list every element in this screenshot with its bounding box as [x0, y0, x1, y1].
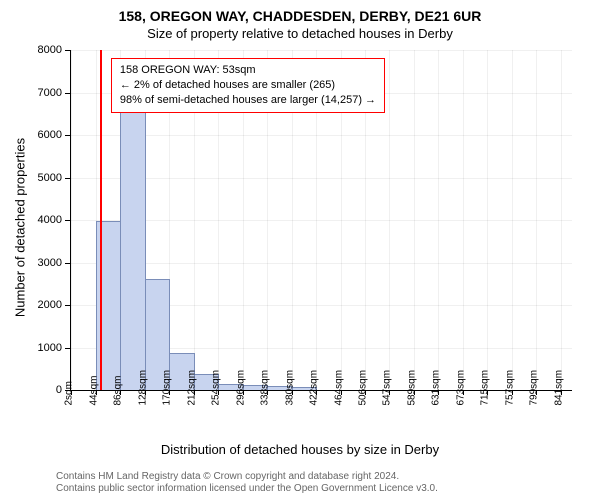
info-line-2: ← 2% of detached houses are smaller (265… [120, 78, 376, 93]
y-tick-label: 7000 [28, 87, 62, 99]
attribution-line1: Contains HM Land Registry data © Crown c… [56, 471, 399, 482]
x-axis-label: Distribution of detached houses by size … [0, 442, 600, 457]
y-tick-label: 3000 [28, 257, 62, 269]
y-tick-label: 6000 [28, 129, 62, 141]
property-marker-line [100, 50, 102, 390]
y-tick-label: 5000 [28, 172, 62, 184]
attribution-line2: Contains public sector information licen… [56, 483, 438, 494]
info-line-3: 98% of semi-detached houses are larger (… [120, 93, 376, 108]
y-tick-label: 1000 [28, 342, 62, 354]
y-tick-label: 4000 [28, 214, 62, 226]
chart-container: 158, OREGON WAY, CHADDESDEN, DERBY, DE21… [0, 0, 600, 500]
y-tick-label: 0 [28, 384, 62, 396]
chart-title-line2: Size of property relative to detached ho… [0, 26, 600, 41]
y-axis-label: Number of detached properties [13, 128, 28, 328]
y-tick-label: 2000 [28, 299, 62, 311]
info-line-1: 158 OREGON WAY: 53sqm [120, 63, 376, 78]
info-box: 158 OREGON WAY: 53sqm ← 2% of detached h… [111, 58, 385, 113]
chart-title-line1: 158, OREGON WAY, CHADDESDEN, DERBY, DE21… [0, 8, 600, 24]
y-tick-label: 8000 [28, 44, 62, 56]
histogram-bar [120, 100, 146, 390]
y-axis-line [70, 50, 71, 390]
